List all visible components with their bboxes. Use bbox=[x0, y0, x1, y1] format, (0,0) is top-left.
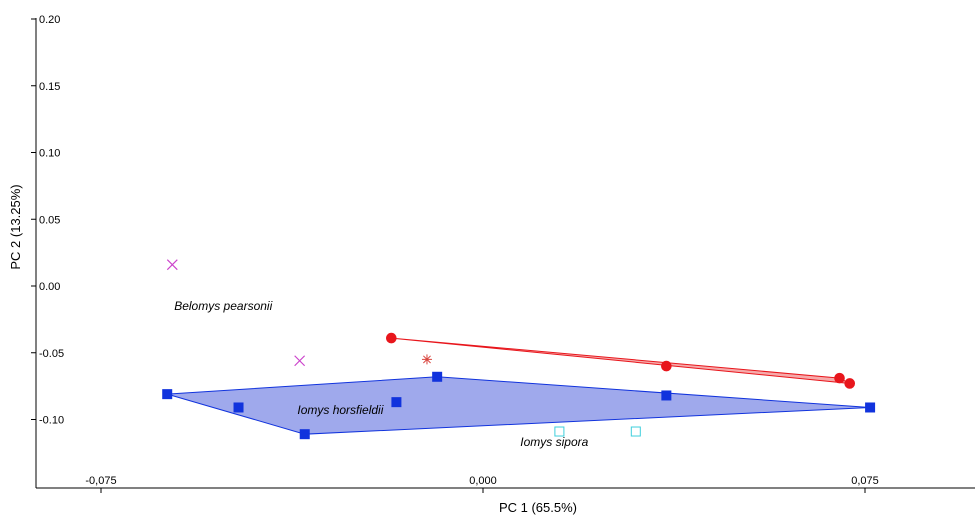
group-hulls bbox=[167, 337, 871, 435]
pteromys-hylopetes-leonardi-point bbox=[844, 378, 856, 389]
iomys-horsfieldii-point bbox=[432, 371, 443, 382]
y-tick-label: 0.10 bbox=[39, 148, 60, 160]
iomys-horsfieldii-point bbox=[865, 402, 876, 413]
x-axis-title: PC 1 (65.5%) bbox=[499, 500, 577, 515]
iomys-horsfieldii-point bbox=[233, 402, 244, 413]
y-tick-label: 0.15 bbox=[39, 81, 60, 93]
belomys-pearsonii-label: Belomys pearsonii bbox=[174, 299, 272, 313]
y-tick-label: -0.10 bbox=[39, 415, 64, 427]
x-tick-label: 0,075 bbox=[851, 475, 879, 487]
iomys-sipora-label: Iomys sipora bbox=[520, 435, 588, 449]
pteromys-hylopetes-leonardi-point bbox=[834, 372, 845, 384]
data-points bbox=[162, 259, 876, 440]
belomys-pearsonii-point bbox=[294, 355, 306, 367]
axes bbox=[35, 18, 975, 489]
iomys-sipora-point bbox=[630, 426, 641, 437]
y-tick-label: 0.05 bbox=[39, 214, 60, 226]
y-tick-label: 0.20 bbox=[39, 14, 60, 26]
iomys-sipora-point bbox=[554, 426, 565, 437]
unlabeled-point bbox=[421, 354, 432, 365]
iomys-horsfieldii-point bbox=[162, 389, 173, 400]
pteromys-hylopetes-leonardi-hull bbox=[391, 337, 850, 384]
iomys-horsfieldii-point bbox=[299, 429, 310, 440]
group-labels: Hylopetes phayreiHylopetes albonigerPter… bbox=[174, 299, 588, 449]
iomys-horsfieldii-point bbox=[661, 390, 672, 401]
iomys-horsfieldii-hull bbox=[167, 376, 871, 435]
pteromys-hylopetes-leonardi-point bbox=[386, 332, 397, 344]
iomys-horsfieldii-label: Iomys horsfieldii bbox=[297, 403, 383, 417]
ticks: -0,300-0,225-0,150-0,0750,0000,0750,1500… bbox=[31, 14, 879, 493]
belomys-pearsonii-point bbox=[166, 259, 178, 271]
iomys-horsfieldii-point bbox=[391, 397, 402, 408]
x-tick-label: 0,000 bbox=[469, 475, 497, 487]
pteromys-hylopetes-leonardi-point bbox=[661, 360, 672, 372]
x-tick-label: -0,075 bbox=[85, 475, 116, 487]
y-axis-title: PC 2 (13.25%) bbox=[8, 184, 23, 269]
y-tick-label: 0.00 bbox=[39, 281, 60, 293]
y-tick-label: -0.05 bbox=[39, 348, 64, 360]
